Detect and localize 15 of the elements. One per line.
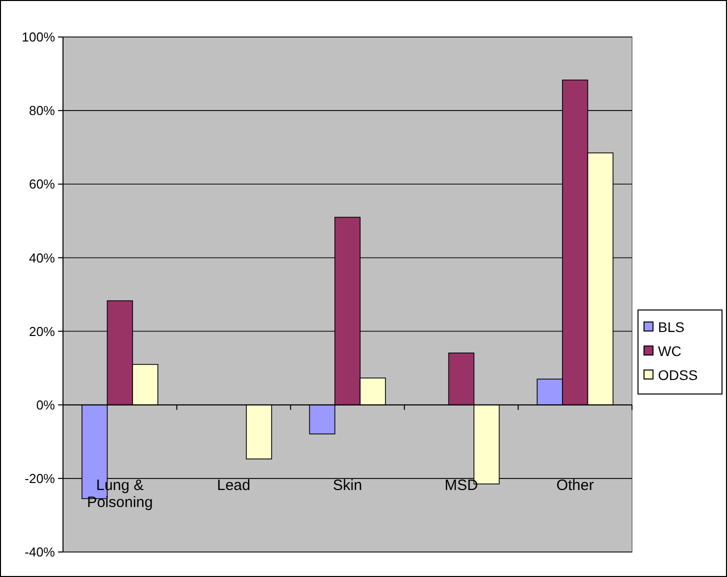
x-tick-label: Other: [556, 476, 594, 494]
legend-label: WC: [658, 342, 682, 359]
y-tick-label: -20%: [24, 470, 56, 486]
y-tick-label: -40%: [24, 544, 56, 560]
y-tick-label: 0%: [36, 397, 56, 412]
x-tick-label: Lead: [217, 476, 250, 494]
legend-label: BLS: [658, 318, 684, 335]
x-tick-label: MSD: [444, 476, 478, 494]
legend-label: ODSS: [658, 366, 698, 383]
y-tick-label: 100%: [22, 30, 56, 45]
y-tick-label: 40%: [28, 250, 56, 266]
y-tick-label: 60%: [28, 176, 56, 192]
y-tick-label: 20%: [28, 324, 56, 339]
y-tick-label: 80%: [28, 103, 56, 118]
x-tick-label: Skin: [332, 476, 362, 494]
